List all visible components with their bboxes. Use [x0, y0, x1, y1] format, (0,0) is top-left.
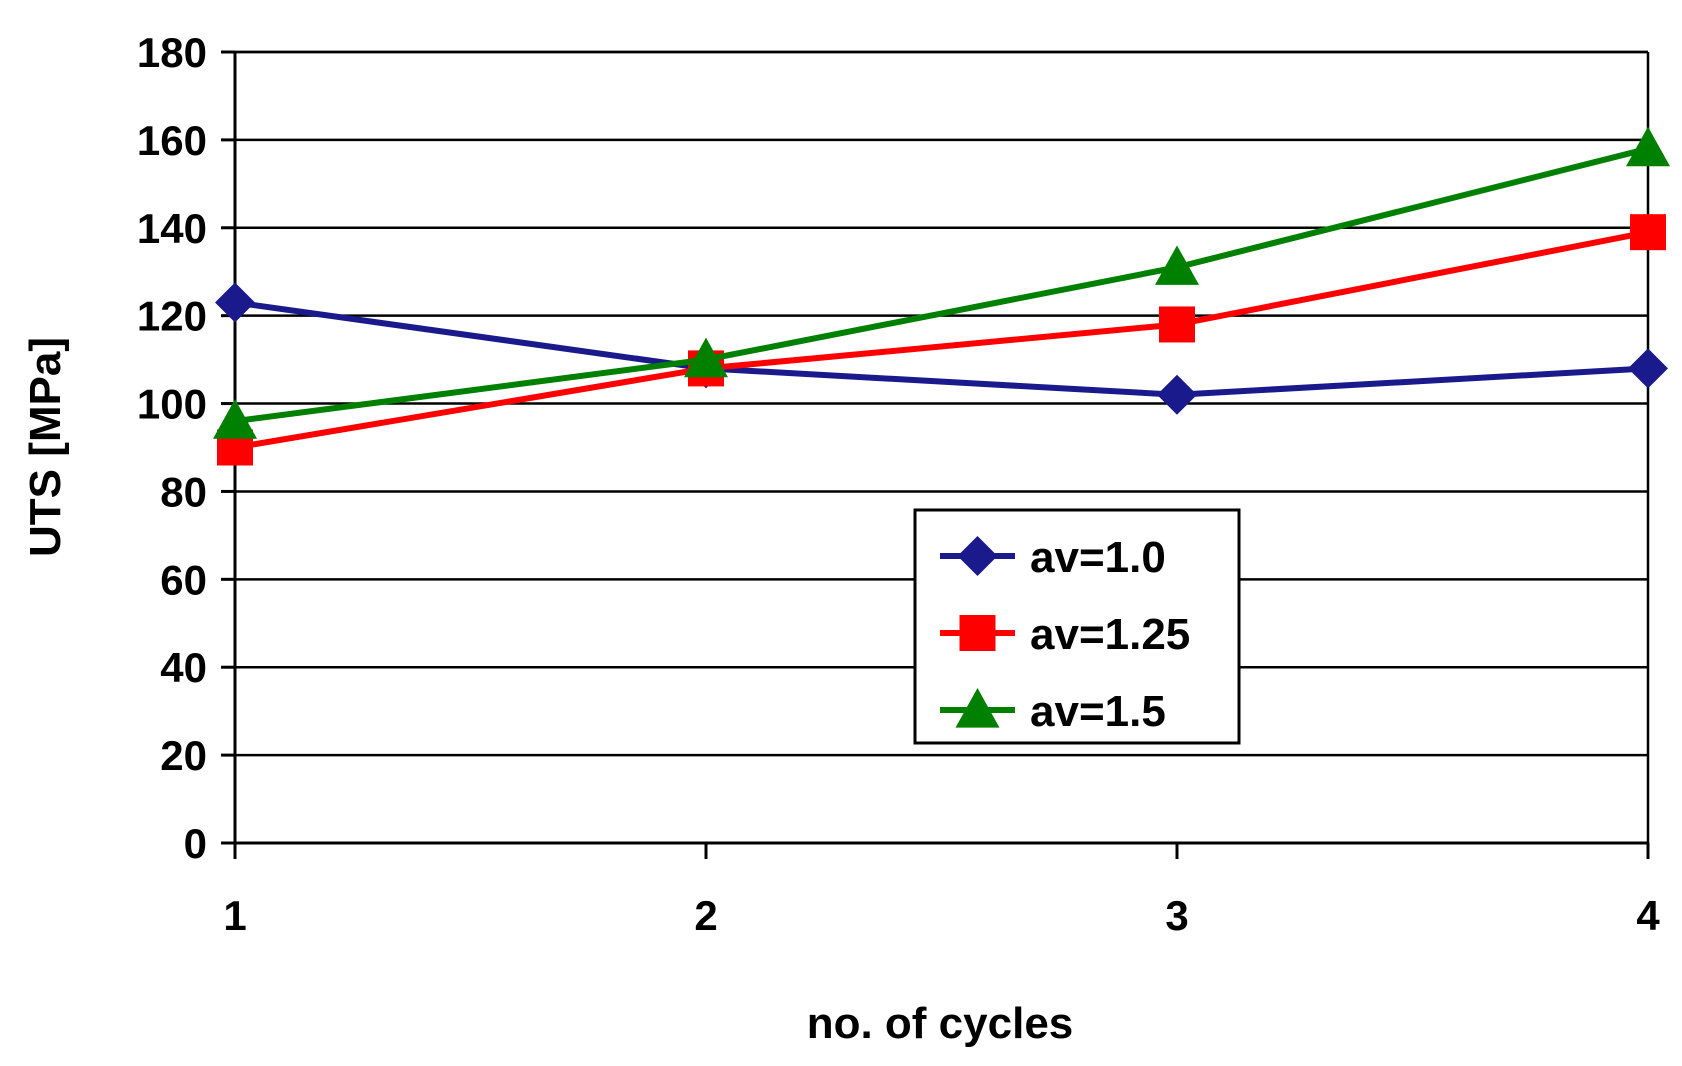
- y-tick-label: 60: [160, 556, 207, 603]
- series-av-1-5: [213, 126, 1670, 439]
- data-point-av-1-5: [213, 399, 257, 439]
- legend-label: av=1.25: [1030, 610, 1190, 659]
- legend-item-av-1-5: av=1.5: [940, 687, 1166, 736]
- x-axis-title: no. of cycles: [807, 999, 1074, 1048]
- data-point-av-1-5: [684, 337, 728, 378]
- data-point-av-1-25: [1159, 306, 1195, 343]
- y-tick-label: 160: [137, 117, 207, 164]
- data-point-av-1-0: [1157, 374, 1197, 415]
- y-tick-label: 140: [137, 205, 207, 252]
- series-av-1-25: [217, 214, 1666, 466]
- legend-item-av-1-25: av=1.25: [940, 610, 1190, 659]
- legend-item-av-1-0: av=1.0: [940, 533, 1166, 582]
- legend-label: av=1.5: [1030, 687, 1166, 736]
- data-point-av-1-0: [1628, 348, 1668, 389]
- data-series: [213, 126, 1670, 466]
- y-axis-ticks: 0 20 40 60 80 100 120 140 160 180: [137, 29, 235, 867]
- legend: av=1.0 av=1.25 av=1.5: [913, 508, 1241, 745]
- data-point-av-1-5: [1155, 245, 1199, 285]
- data-point-av-1-5: [1626, 126, 1670, 167]
- y-tick-label: 0: [184, 820, 207, 867]
- data-point-av-1-0: [215, 282, 255, 323]
- legend-label: av=1.0: [1030, 533, 1166, 582]
- x-tick-label: 3: [1165, 892, 1188, 939]
- data-point-av-1-25: [1630, 214, 1666, 251]
- x-tick-label: 4: [1636, 892, 1660, 939]
- y-tick-label: 100: [137, 381, 207, 428]
- y-tick-label: 40: [160, 644, 207, 691]
- y-tick-label: 120: [137, 293, 207, 340]
- y-tick-label: 180: [137, 29, 207, 76]
- y-axis-title: UTS [MPa]: [21, 337, 70, 557]
- legend-swatch-marker: [959, 615, 996, 651]
- series-line-av-1-25: [234, 229, 1649, 451]
- legend-swatch-marker: [955, 688, 1000, 728]
- y-tick-label: 80: [160, 468, 207, 515]
- x-tick-label: 1: [223, 892, 246, 939]
- series-line-av-1-5: [234, 145, 1649, 425]
- axes: [233, 50, 1650, 845]
- x-axis-ticks: 1 2 3 4: [223, 843, 1660, 939]
- x-tick-label: 2: [694, 892, 717, 939]
- legend-swatch-marker: [957, 536, 998, 576]
- y-tick-label: 20: [160, 732, 207, 779]
- series-line-av-1-0: [234, 299, 1649, 398]
